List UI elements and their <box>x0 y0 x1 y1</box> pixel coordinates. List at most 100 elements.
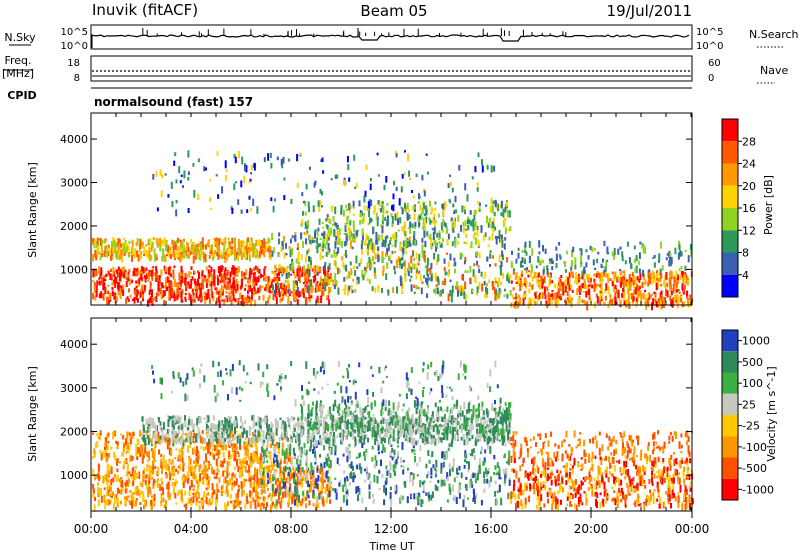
scatter-cell <box>239 292 242 300</box>
scatter-cell <box>112 491 115 496</box>
scatter-cell <box>111 249 113 256</box>
scatter-cell <box>457 233 460 238</box>
scatter-cell <box>495 294 498 301</box>
scatter-cell <box>123 242 126 247</box>
scatter-cell <box>359 210 362 216</box>
scatter-cell <box>180 255 183 260</box>
scatter-cell <box>480 446 483 453</box>
scatter-cell <box>187 150 190 158</box>
scatter-cell <box>205 496 208 505</box>
scatter-cell <box>152 480 155 486</box>
scatter-cell <box>159 287 162 294</box>
scatter-cell <box>365 448 368 453</box>
scatter-cell <box>182 468 185 472</box>
scatter-cell <box>675 297 678 304</box>
scatter-cell <box>127 477 130 480</box>
scatter-cell <box>435 244 437 252</box>
scatter-cell <box>328 464 331 468</box>
scatter-cell <box>366 205 369 211</box>
scatter-cell <box>476 251 479 256</box>
scatter-cell <box>274 457 277 461</box>
scatter-cell <box>233 481 236 486</box>
scatter-cell <box>399 217 402 224</box>
scatter-cell <box>215 491 218 495</box>
scatter-cell <box>219 267 222 275</box>
scatter-cell <box>478 202 481 207</box>
scatter-cell <box>345 241 348 246</box>
scatter-cell <box>188 457 191 466</box>
scatter-cell <box>344 249 347 256</box>
scatter-cell <box>278 287 281 293</box>
scatter-cell <box>124 240 127 243</box>
scatter-cell <box>188 292 191 300</box>
scatter-cell <box>178 253 181 256</box>
scatter-cell <box>440 243 443 248</box>
scatter-cell <box>463 241 466 244</box>
scatter-cell <box>344 284 347 291</box>
scatter-cell <box>201 237 204 245</box>
scatter-cell <box>217 277 219 286</box>
scatter-cell <box>295 258 298 264</box>
scatter-cell <box>117 271 120 275</box>
scatter-cell <box>233 279 235 288</box>
scatter-cell <box>131 475 134 479</box>
scatter-cell <box>356 464 359 470</box>
scatter-cell <box>509 289 512 296</box>
scatter-cell <box>256 255 258 258</box>
scatter-cell <box>373 244 376 252</box>
scatter-cell <box>205 446 208 450</box>
scatter-cell <box>226 270 229 276</box>
scatter-cell <box>204 453 207 460</box>
scatter-cell <box>514 296 517 299</box>
scatter-cell <box>376 434 379 437</box>
scatter-cell <box>334 241 337 249</box>
scatter-cell <box>248 250 251 257</box>
scatter-cell <box>129 434 132 442</box>
scatter-cell <box>368 239 371 247</box>
scatter-cell <box>453 221 456 228</box>
scatter-cell <box>394 251 397 254</box>
scatter-cell <box>152 272 155 277</box>
scatter-cell <box>322 170 325 174</box>
scatter-cell <box>167 433 170 438</box>
scatter-cell <box>484 271 487 278</box>
scatter-cell <box>248 456 251 461</box>
scatter-cell <box>166 277 169 283</box>
scatter-cell <box>274 481 277 485</box>
scatter-cell <box>153 248 156 256</box>
scatter-cell <box>434 207 437 211</box>
scatter-cell <box>287 498 290 506</box>
scatter-cell <box>669 256 672 261</box>
scatter-cell <box>269 474 272 479</box>
scatter-cell <box>106 244 109 251</box>
scatter-cell <box>487 417 490 422</box>
scatter-cell <box>537 272 540 278</box>
scatter-cell <box>406 427 409 436</box>
scatter-cell <box>345 208 348 212</box>
scatter-cell <box>204 464 207 473</box>
scatter-cell <box>363 215 366 223</box>
scatter-cell <box>200 295 203 301</box>
scatter-cell <box>384 428 387 432</box>
scatter-cell <box>307 467 310 471</box>
scatter-cell <box>190 252 193 255</box>
scatter-cell <box>349 228 352 232</box>
scatter-cell <box>367 437 370 443</box>
scatter-cell <box>286 467 289 470</box>
scatter-cell <box>98 433 101 441</box>
scatter-cell <box>478 207 481 211</box>
scatter-cell <box>585 262 588 268</box>
scatter-cell <box>538 240 541 248</box>
scatter-cell <box>272 476 274 482</box>
scatter-cell <box>327 243 330 250</box>
scatter-cell <box>254 440 257 447</box>
scatter-cell <box>283 472 285 480</box>
scatter-cell <box>189 436 192 445</box>
scatter-cell <box>237 489 240 498</box>
scatter-cell <box>219 445 222 448</box>
scatter-cell <box>284 279 287 283</box>
scatter-cell <box>308 166 311 170</box>
scatter-cell <box>170 289 173 296</box>
scatter-cell <box>332 216 335 222</box>
scatter-cell <box>274 488 277 494</box>
